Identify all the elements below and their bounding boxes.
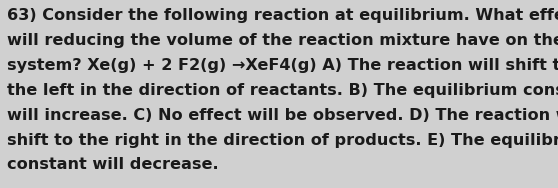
Text: 63) Consider the following reaction at equilibrium. What effect: 63) Consider the following reaction at e… xyxy=(7,8,558,24)
Text: system? Xe(g) + 2 F2(g) →XeF4(g) A) The reaction will shift to: system? Xe(g) + 2 F2(g) →XeF4(g) A) The … xyxy=(7,58,558,73)
Text: the left in the direction of reactants. B) The equilibrium constant: the left in the direction of reactants. … xyxy=(7,83,558,98)
Text: will increase. C) No effect will be observed. D) The reaction will: will increase. C) No effect will be obse… xyxy=(7,108,558,123)
Text: constant will decrease.: constant will decrease. xyxy=(7,157,219,172)
Text: shift to the right in the direction of products. E) The equilibrium: shift to the right in the direction of p… xyxy=(7,133,558,148)
Text: will reducing the volume of the reaction mixture have on the: will reducing the volume of the reaction… xyxy=(7,33,558,48)
